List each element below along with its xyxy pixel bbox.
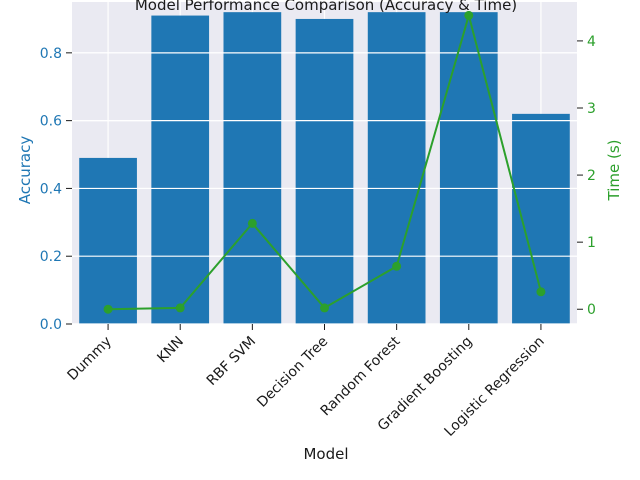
- accuracy-bar: [223, 12, 282, 324]
- left-tick-label: 0.6: [40, 114, 62, 130]
- accuracy-bar: [79, 157, 137, 324]
- time-point: [320, 303, 329, 313]
- left-axis-ticks: 0.0 0.2 0.4 0.6 0.8: [40, 46, 72, 333]
- left-tick-label: 0.8: [40, 46, 62, 62]
- chart-title: Model Performance Comparison (Accuracy &…: [135, 0, 517, 14]
- x-tick-label: RBF SVM: [204, 334, 259, 389]
- accuracy-bar: [439, 12, 498, 324]
- right-tick-label: 3: [587, 101, 596, 117]
- accuracy-bar: [367, 12, 426, 324]
- x-tick-label: KNN: [154, 334, 187, 367]
- x-tick-label: Dummy: [65, 334, 115, 384]
- right-tick-label: 1: [587, 235, 596, 251]
- y-axis-label: Accuracy: [16, 136, 34, 205]
- time-point: [247, 218, 257, 228]
- right-tick-label: 2: [587, 168, 596, 184]
- y2-axis-label: Time (s): [605, 140, 623, 202]
- time-point: [464, 10, 474, 20]
- time-series-line: [103, 10, 546, 314]
- right-axis-ticks: 0 1 2 3 4: [577, 34, 596, 318]
- time-point: [103, 304, 113, 314]
- bars: [79, 12, 570, 325]
- left-tick-label: 0.0: [40, 317, 62, 333]
- accuracy-bar: [151, 15, 210, 325]
- time-point: [392, 261, 402, 271]
- right-tick-label: 4: [587, 34, 596, 50]
- time-point: [536, 287, 546, 297]
- accuracy-bar: [295, 18, 354, 325]
- left-tick-label: 0.2: [40, 249, 62, 265]
- time-point: [175, 303, 185, 313]
- left-tick-label: 0.4: [40, 181, 62, 197]
- x-tick-label: Decision Tree: [254, 334, 331, 411]
- right-tick-label: 0: [587, 302, 596, 318]
- x-axis-label: Model: [303, 445, 348, 463]
